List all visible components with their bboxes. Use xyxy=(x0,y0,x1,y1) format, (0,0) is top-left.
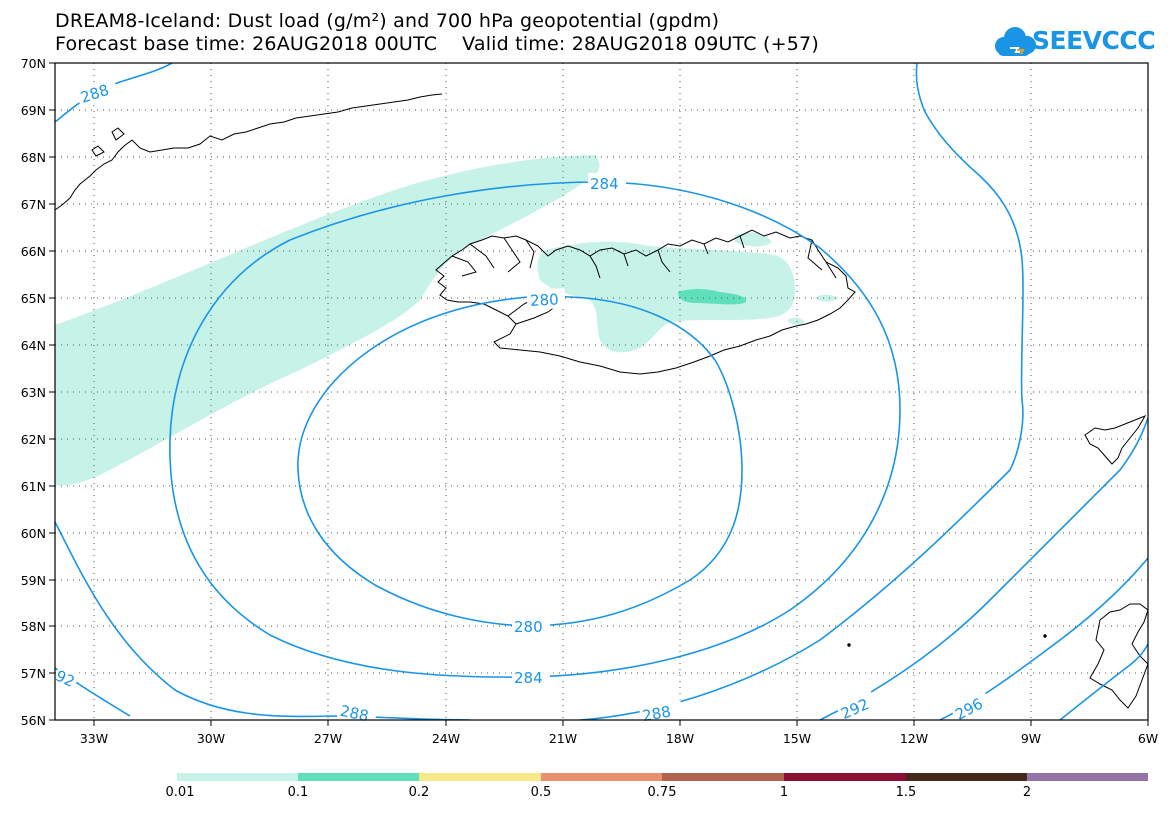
lat-label: 68N xyxy=(21,150,46,165)
contour-label: 288 xyxy=(78,81,111,107)
legend-swatch xyxy=(662,773,784,781)
geopotential-contours xyxy=(55,63,1148,720)
lat-label: 65N xyxy=(21,291,46,306)
contour-label: 288 xyxy=(339,702,371,726)
dust-area-south xyxy=(787,317,805,325)
dust-area-plume xyxy=(55,155,600,486)
lon-label: 24W xyxy=(432,731,460,746)
lat-label: 58N xyxy=(21,619,46,634)
contour-288-bottom xyxy=(55,63,1024,720)
contour-labels: 288 284 280 280 284 288 288 292 296 92 xyxy=(51,76,993,726)
cloud-icon xyxy=(995,27,1036,56)
dust-area-north xyxy=(735,232,772,247)
legend-label: 0.75 xyxy=(647,785,677,800)
contour-label: 284 xyxy=(590,175,619,193)
contour-292 xyxy=(819,417,1148,720)
lat-label: 57N xyxy=(21,666,46,681)
dust-area-iceland xyxy=(537,241,795,353)
graticule xyxy=(55,63,1148,720)
lat-label: 56N xyxy=(21,713,46,728)
contour-300 xyxy=(1059,643,1148,720)
contour-288-top xyxy=(55,63,173,123)
coastline-scotland xyxy=(1089,603,1148,709)
legend-swatch xyxy=(419,773,541,781)
contour-label: 280 xyxy=(530,290,560,309)
legend-label: 1.5 xyxy=(895,785,917,800)
lat-label: 61N xyxy=(21,479,46,494)
lat-label: 67N xyxy=(21,197,46,212)
coastline-greenland xyxy=(55,93,443,211)
dust-field xyxy=(55,155,838,486)
lat-label: 62N xyxy=(21,432,46,447)
lon-label: 9W xyxy=(1021,731,1041,746)
logo-text: SEEVCCC xyxy=(1032,26,1156,55)
lat-label: 69N xyxy=(21,103,46,118)
legend-swatch xyxy=(177,773,298,781)
coastline-iceland-fjords xyxy=(451,235,837,325)
legend-swatch xyxy=(784,773,906,781)
longitude-labels: 33W 30W 27W 24W 21W 18W 15W 12W 9W 6W xyxy=(80,731,1158,746)
legend-label: 2 xyxy=(1022,785,1032,800)
coastline-faroe xyxy=(1084,414,1147,465)
lat-label: 70N xyxy=(21,56,46,71)
contour-label: 284 xyxy=(514,669,543,687)
legend-label: 0.5 xyxy=(530,785,552,800)
contour-label: 280 xyxy=(514,618,543,636)
contour-label: 288 xyxy=(641,702,672,725)
lon-label: 27W xyxy=(314,731,342,746)
tick-marks xyxy=(49,62,1149,726)
lon-label: 6W xyxy=(1138,731,1158,746)
lat-label: 63N xyxy=(21,385,46,400)
lat-label: 64N xyxy=(21,338,46,353)
lon-label: 15W xyxy=(783,731,811,746)
lat-label: 59N xyxy=(21,573,46,588)
dust-area-core xyxy=(678,289,747,305)
lon-label: 30W xyxy=(197,731,225,746)
title-line2: Forecast base time: 26AUG2018 00UTC Vali… xyxy=(55,33,819,55)
contour-280 xyxy=(297,295,743,627)
legend-swatch xyxy=(298,773,419,781)
legend-label: 0.2 xyxy=(408,785,430,800)
lat-label: 66N xyxy=(21,244,46,259)
lon-label: 18W xyxy=(666,731,694,746)
dust-area-east xyxy=(815,294,838,302)
legend-swatch xyxy=(1027,773,1148,781)
legend-label: 1 xyxy=(779,785,789,800)
lon-label: 12W xyxy=(900,731,928,746)
latitude-labels: 70N 69N 68N 67N 66N 65N 64N 63N 62N 61N … xyxy=(21,56,46,728)
lon-label: 33W xyxy=(80,731,108,746)
legend-swatch xyxy=(541,773,662,781)
legend-swatch xyxy=(906,773,1027,781)
contour-label: 92 xyxy=(53,667,78,691)
legend-label: 0.1 xyxy=(287,785,309,800)
contour-284 xyxy=(169,181,901,678)
lat-label: 60N xyxy=(21,526,46,541)
title-line1: DREAM8-Iceland: Dust load (g/m²) and 700… xyxy=(55,10,720,32)
lon-label: 21W xyxy=(549,731,577,746)
legend-label: 0.01 xyxy=(165,785,195,800)
